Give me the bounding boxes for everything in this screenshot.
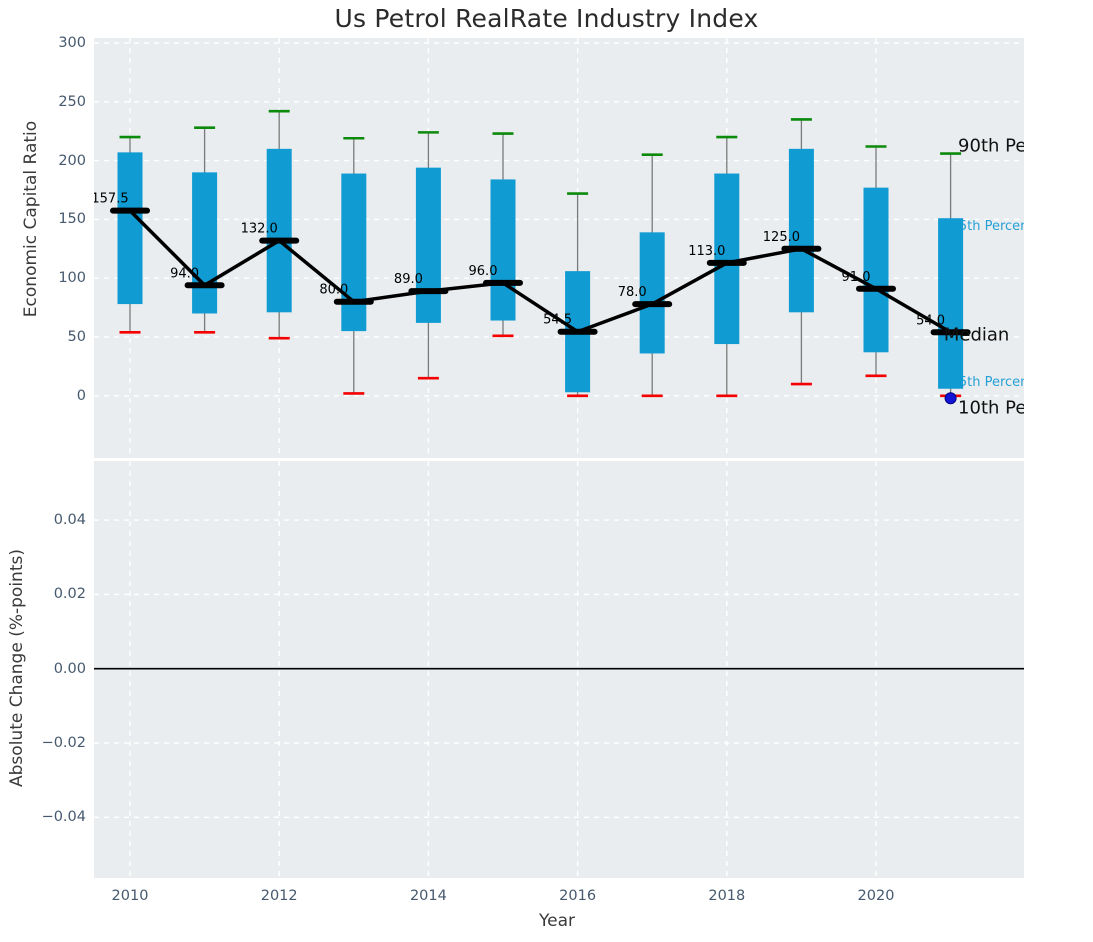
- xtick-2020: 2020: [857, 888, 895, 904]
- iqr-bar-2018: [714, 173, 740, 345]
- company-point: [944, 392, 957, 405]
- median-value-label-2010: 157.5: [94, 192, 129, 207]
- annotation-median: Median: [944, 325, 1009, 346]
- median-value-label-2016: 54.5: [543, 313, 572, 328]
- ytick-top-0: 0: [76, 387, 86, 404]
- top-plot-canvas: 75th Percentile 25th Percentile 157.5 94.0 1…: [94, 38, 1024, 458]
- iqr-bar-2010: [117, 152, 143, 305]
- annotation-10th-percentile: 10th Percentile: [958, 398, 1024, 419]
- bottom-plot-canvas: [94, 461, 1024, 878]
- chart-title: Us Petrol RealRate Industry Index: [334, 4, 759, 33]
- median-value-label-2019: 125.0: [763, 230, 800, 245]
- median-value-label-2020: 91.0: [842, 270, 871, 285]
- xtick-2016: 2016: [559, 888, 597, 904]
- ytick-bottom-1: 0.02: [53, 586, 86, 603]
- annotation-90th-percentile: 90th Percentile: [958, 135, 1024, 156]
- annotation-25th-percentile: 25th Percentile: [951, 375, 1024, 390]
- ytick-top-250: 250: [58, 93, 86, 110]
- median-value-label-2017: 78.0: [618, 285, 647, 300]
- iqr-bar-2017: [639, 232, 665, 354]
- ytick-bottom-2: 0.00: [53, 660, 86, 677]
- top-plot-area: 75th Percentile 25th Percentile 157.5 94.0 1…: [94, 38, 1024, 458]
- median-value-label-2014: 89.0: [394, 272, 423, 287]
- iqr-bar-2020: [863, 187, 889, 353]
- ytick-top-100: 100: [58, 270, 86, 287]
- median-line: [128, 209, 952, 334]
- iqr-bar-2019: [788, 148, 814, 313]
- annotation-75th-percentile: 75th Percentile: [951, 219, 1024, 234]
- ytick-bottom-4: −0.04: [41, 809, 86, 826]
- iqr-bar-2013: [341, 173, 367, 332]
- median-value-label-2012: 132.0: [241, 222, 278, 237]
- ytick-bottom-3: −0.02: [41, 735, 86, 751]
- xtick-2014: 2014: [409, 888, 447, 904]
- median-value-label-2011: 94.0: [170, 266, 199, 281]
- x-axis-label: Year: [539, 911, 575, 931]
- xtick-2018: 2018: [708, 888, 746, 904]
- median-value-label-2018: 113.0: [688, 244, 725, 259]
- median-value-label-2013: 80.0: [319, 283, 348, 298]
- iqr-bar-2012: [266, 148, 292, 313]
- ytick-top-50: 50: [67, 329, 86, 345]
- ytick-top-300: 300: [58, 35, 86, 51]
- bottom-plot-area: [94, 461, 1024, 878]
- ytick-top-150: 150: [58, 211, 86, 228]
- ytick-bottom-0: 0.04: [53, 512, 86, 529]
- ytick-top-200: 200: [58, 152, 86, 169]
- xtick-2010: 2010: [111, 888, 149, 904]
- median-value-label-2015: 96.0: [469, 264, 498, 279]
- iqr-bar-2011: [192, 172, 218, 314]
- iqr-bar-2015: [490, 179, 516, 321]
- xtick-2012: 2012: [260, 888, 298, 904]
- iqr-bar-2014: [415, 167, 441, 323]
- median-value-label-2021: 54.0: [916, 313, 945, 328]
- iqr-bar-2021: [938, 218, 964, 389]
